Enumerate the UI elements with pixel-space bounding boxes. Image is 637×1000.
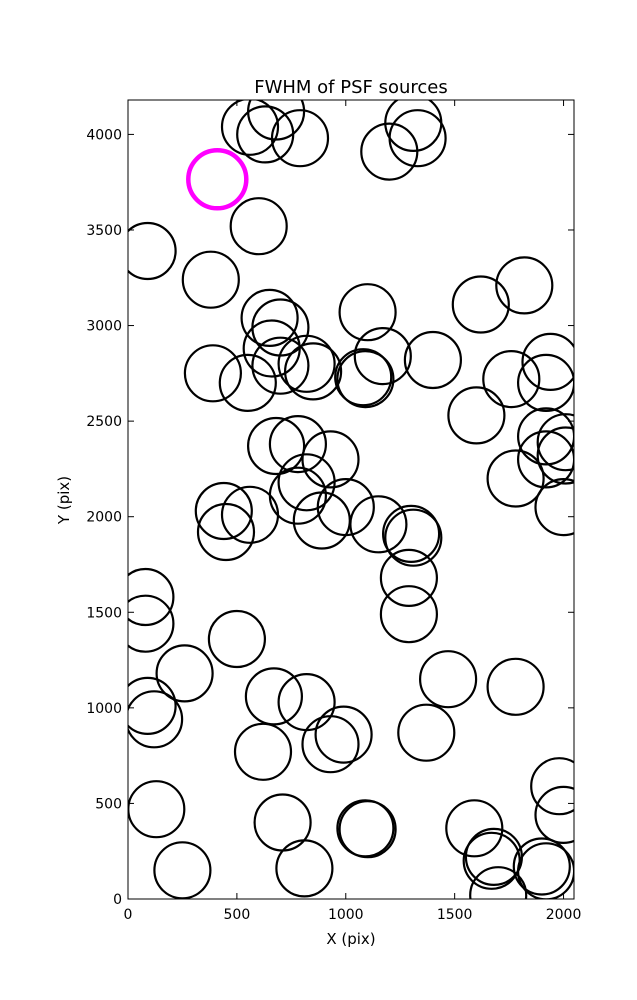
psf-source-marker — [253, 793, 312, 852]
psf-source-marker — [316, 478, 375, 537]
y-axis-label: Y (pix) — [55, 476, 73, 525]
chart-title: FWHM of PSF sources — [254, 77, 448, 98]
psf-source-marker — [536, 426, 574, 485]
psf-source-marker — [397, 703, 456, 762]
psf-source-marker — [534, 478, 574, 537]
psf-source-marker — [240, 288, 299, 347]
psf-source-marker — [128, 780, 186, 839]
psf-source-marker — [155, 644, 214, 703]
psf-source-marker — [336, 350, 395, 409]
psf-source-marker — [196, 502, 256, 562]
psf-source-marker — [277, 672, 336, 732]
psf-source-marker — [128, 594, 175, 653]
psf-source-marker — [220, 100, 280, 156]
psf-source-marker — [534, 785, 574, 844]
y-tick-label: 0 — [113, 892, 122, 908]
psf-source-marker — [462, 831, 521, 890]
y-tick-label: 3000 — [86, 319, 122, 335]
psf-source-marker — [536, 413, 574, 472]
axis-ticks: 0 500 1000 1500 2000 0 500 1000 1500 2000 2500 3000… — [86, 100, 581, 923]
psf-source-marker — [486, 449, 545, 508]
psf-source-marker — [447, 386, 506, 445]
psf-source-marker — [334, 348, 393, 407]
x-tick-label: 1500 — [437, 907, 473, 923]
psf-source-marker — [517, 407, 574, 466]
psf-source-marker — [153, 841, 212, 899]
psf-source-marker — [229, 197, 288, 256]
psf-source-marker — [451, 275, 510, 334]
psf-source-marker — [338, 800, 397, 859]
psf-source-marker — [220, 485, 280, 544]
y-tick-label: 1500 — [86, 605, 122, 621]
x-tick-label: 500 — [224, 907, 251, 923]
psf-source-marker — [244, 667, 303, 726]
psf-source-marker — [384, 508, 443, 567]
psf-source-marker — [379, 548, 438, 608]
psf-source-marker — [233, 722, 293, 781]
x-tick-label: 2000 — [546, 907, 582, 923]
x-tick-label: 1000 — [328, 907, 364, 923]
psf-source-marker — [349, 495, 408, 554]
psf-source-marker — [268, 415, 327, 474]
y-tick-label: 500 — [95, 796, 122, 812]
psf-source-marker — [403, 330, 462, 390]
psf-source-marker — [521, 332, 574, 391]
psf-source-marker — [379, 585, 438, 644]
psf-source-marker — [128, 221, 177, 281]
psf-source-marker — [512, 837, 571, 896]
psf-source-marker — [181, 250, 240, 309]
psf-source-marker — [128, 690, 184, 749]
plot-frame — [127, 99, 575, 900]
psf-source-marker — [242, 319, 301, 378]
psf-source-marker — [530, 757, 574, 816]
psf-source-marker — [482, 350, 541, 409]
psf-source-marker — [517, 842, 574, 899]
psf-source-marker — [469, 866, 528, 899]
psf-source-marker — [236, 105, 295, 164]
y-tick-label: 1000 — [86, 701, 122, 717]
psf-source-marker — [218, 353, 277, 412]
psf-source-marker — [314, 705, 373, 764]
psf-source-marker — [183, 344, 242, 403]
scatter-marks — [128, 100, 574, 899]
psf-source-marker — [207, 609, 266, 669]
y-tick-label: 3500 — [86, 223, 122, 239]
psf-source-marker — [382, 504, 441, 564]
psf-source-marker — [301, 715, 360, 774]
psf-source-marker — [486, 657, 545, 716]
psf-source-marker — [360, 122, 419, 181]
x-axis-label: X (pix) — [326, 930, 375, 948]
psf-source-marker — [338, 283, 397, 342]
psf-source-marker — [247, 416, 306, 476]
psf-source-marker — [517, 430, 574, 489]
psf-source-marker — [495, 256, 554, 315]
psf-source-marker — [419, 650, 478, 709]
y-tick-label: 2500 — [86, 414, 122, 430]
psf-source-marker — [301, 430, 360, 489]
psf-source-marker — [445, 799, 504, 858]
psf-source-marker — [517, 353, 574, 412]
psf-source-marker — [194, 481, 253, 541]
psf-source-marker — [353, 327, 412, 386]
x-tick-label: 0 — [124, 907, 133, 923]
psf-source-marker — [275, 839, 334, 898]
psf-source-marker — [388, 109, 447, 168]
psf-source-marker — [251, 336, 310, 395]
y-tick-label: 2000 — [86, 510, 122, 526]
psf-source-marker — [284, 342, 343, 401]
y-tick-label: 4000 — [86, 127, 122, 143]
psf-source-marker — [128, 567, 175, 627]
psf-source-marker — [128, 676, 177, 735]
psf-source-marker — [277, 334, 336, 393]
psf-source-marker — [270, 109, 330, 168]
highlighted-source-marker — [186, 148, 249, 211]
